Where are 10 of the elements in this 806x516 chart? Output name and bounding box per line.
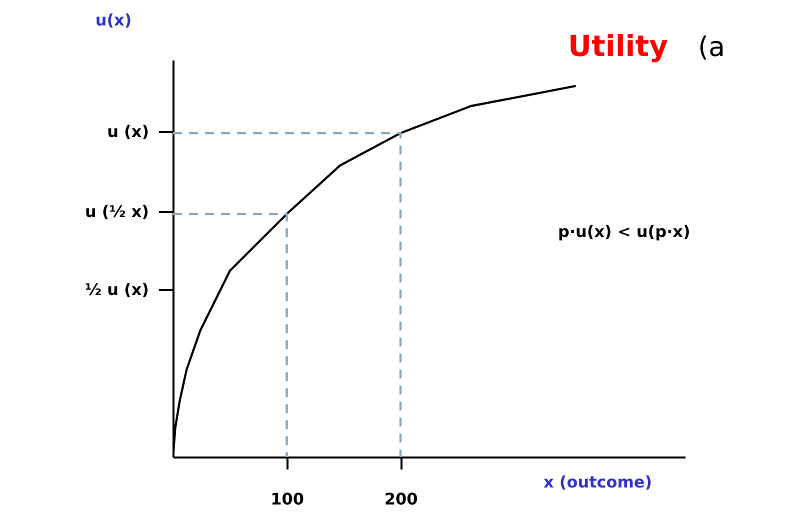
- text: ½ u (x): [84, 280, 149, 299]
- text: u (½ x): [84, 202, 149, 221]
- y-axis-title: u(x): [95, 10, 132, 30]
- chart-title: Utility: [568, 29, 668, 63]
- x-tick-label: 100: [270, 490, 304, 508]
- x-tick-label: 200: [384, 490, 418, 508]
- chart-subtitle: (a: [698, 32, 726, 63]
- x-axis-title: x (outcome): [544, 472, 652, 492]
- text: u (x): [107, 122, 149, 141]
- annotation: p·u(x) < u(p·x): [558, 222, 690, 241]
